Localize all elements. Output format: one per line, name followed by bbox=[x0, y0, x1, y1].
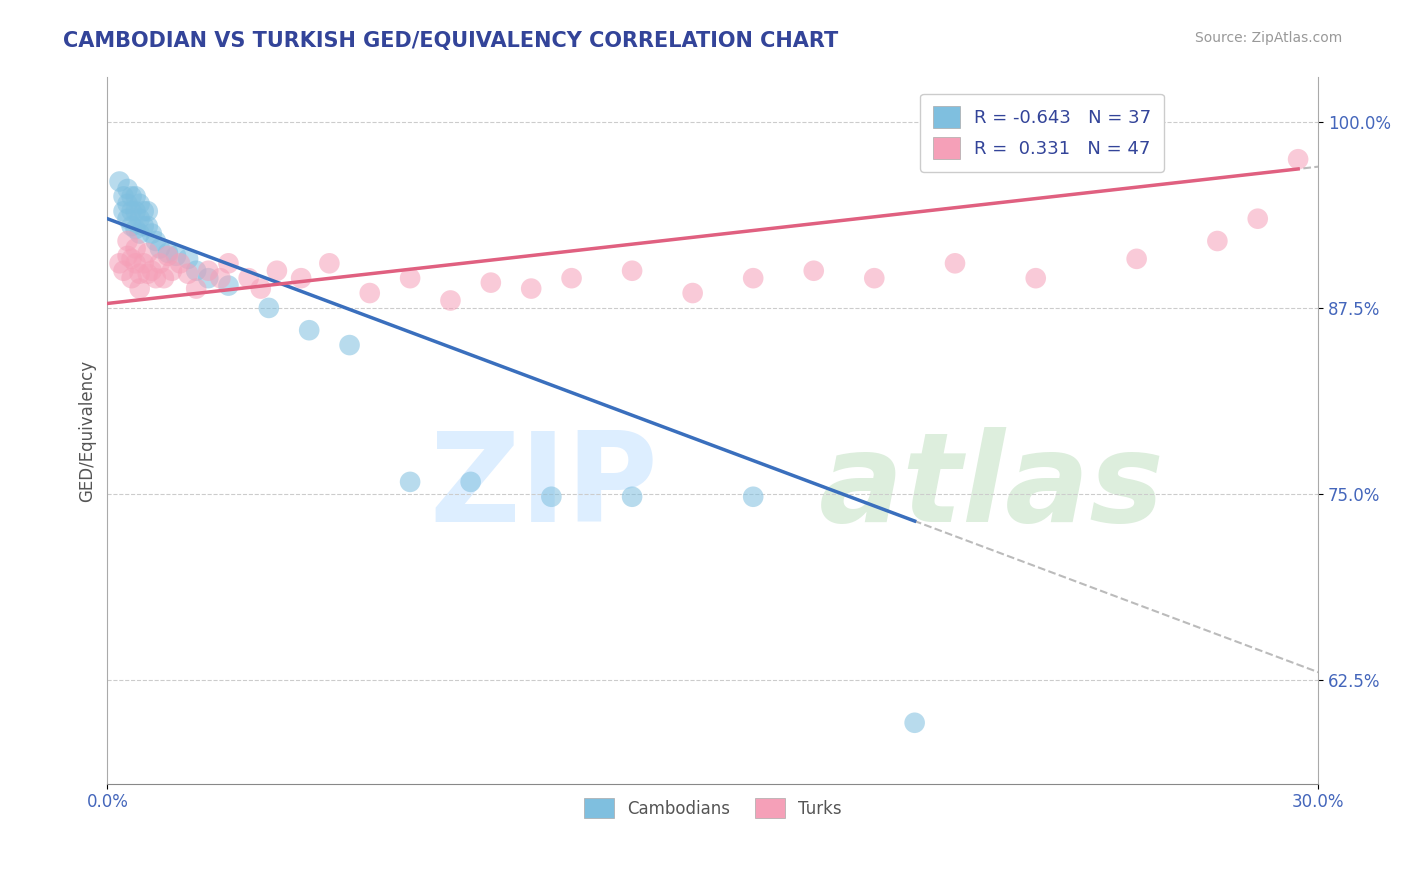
Point bbox=[149, 242, 172, 256]
Point bbox=[803, 264, 825, 278]
Point bbox=[121, 252, 143, 266]
Point bbox=[209, 271, 232, 285]
Point bbox=[1206, 234, 1229, 248]
Point bbox=[621, 490, 644, 504]
Point bbox=[124, 222, 146, 236]
Point bbox=[318, 256, 340, 270]
Point bbox=[153, 271, 176, 285]
Point bbox=[132, 219, 155, 234]
Point bbox=[121, 219, 143, 234]
Point bbox=[177, 252, 200, 266]
Point bbox=[156, 246, 179, 260]
Point bbox=[117, 234, 139, 248]
Point bbox=[124, 204, 146, 219]
Legend: Cambodians, Turks: Cambodians, Turks bbox=[576, 791, 849, 825]
Point bbox=[217, 278, 239, 293]
Point bbox=[290, 271, 312, 285]
Point bbox=[160, 264, 183, 278]
Point bbox=[141, 264, 163, 278]
Point bbox=[399, 271, 422, 285]
Point bbox=[121, 271, 143, 285]
Point bbox=[197, 264, 219, 278]
Point bbox=[298, 323, 321, 337]
Point bbox=[186, 282, 208, 296]
Point bbox=[124, 256, 146, 270]
Point bbox=[177, 267, 200, 281]
Point bbox=[108, 175, 131, 189]
Text: Source: ZipAtlas.com: Source: ZipAtlas.com bbox=[1195, 31, 1343, 45]
Point bbox=[121, 189, 143, 203]
Point bbox=[943, 256, 966, 270]
Point bbox=[136, 246, 159, 260]
Point bbox=[112, 204, 135, 219]
Text: atlas: atlas bbox=[818, 426, 1164, 548]
Point bbox=[561, 271, 583, 285]
Point bbox=[165, 249, 187, 263]
Point bbox=[1125, 252, 1147, 266]
Point bbox=[169, 256, 191, 270]
Point bbox=[540, 490, 562, 504]
Point bbox=[132, 256, 155, 270]
Point bbox=[439, 293, 461, 308]
Point bbox=[520, 282, 543, 296]
Point bbox=[136, 204, 159, 219]
Point bbox=[145, 234, 167, 248]
Point bbox=[186, 264, 208, 278]
Point bbox=[121, 204, 143, 219]
Point bbox=[359, 286, 381, 301]
Point bbox=[145, 271, 167, 285]
Point bbox=[124, 189, 146, 203]
Point bbox=[460, 475, 482, 489]
Point bbox=[117, 197, 139, 211]
Point bbox=[149, 256, 172, 270]
Point bbox=[128, 197, 150, 211]
Point bbox=[136, 219, 159, 234]
Text: ZIP: ZIP bbox=[430, 426, 658, 548]
Point bbox=[479, 276, 502, 290]
Point bbox=[128, 282, 150, 296]
Point bbox=[257, 301, 280, 315]
Point bbox=[108, 256, 131, 270]
Point bbox=[117, 249, 139, 263]
Point bbox=[128, 267, 150, 281]
Point bbox=[117, 211, 139, 226]
Point bbox=[128, 211, 150, 226]
Point bbox=[742, 490, 765, 504]
Y-axis label: GED/Equivalency: GED/Equivalency bbox=[79, 359, 96, 501]
Text: CAMBODIAN VS TURKISH GED/EQUIVALENCY CORRELATION CHART: CAMBODIAN VS TURKISH GED/EQUIVALENCY COR… bbox=[63, 31, 838, 51]
Point bbox=[124, 242, 146, 256]
Point bbox=[132, 204, 155, 219]
Point bbox=[217, 256, 239, 270]
Point bbox=[112, 189, 135, 203]
Point bbox=[1286, 152, 1309, 166]
Point bbox=[141, 227, 163, 241]
Point bbox=[1247, 211, 1270, 226]
Point bbox=[266, 264, 288, 278]
Point bbox=[136, 267, 159, 281]
Point bbox=[238, 271, 260, 285]
Point bbox=[128, 227, 150, 241]
Point bbox=[863, 271, 886, 285]
Point bbox=[742, 271, 765, 285]
Point bbox=[621, 264, 644, 278]
Point bbox=[117, 182, 139, 196]
Point bbox=[112, 264, 135, 278]
Point bbox=[339, 338, 361, 352]
Point bbox=[156, 249, 179, 263]
Point bbox=[1025, 271, 1047, 285]
Point bbox=[197, 271, 219, 285]
Point bbox=[249, 282, 271, 296]
Point bbox=[904, 715, 927, 730]
Point bbox=[399, 475, 422, 489]
Point bbox=[682, 286, 704, 301]
